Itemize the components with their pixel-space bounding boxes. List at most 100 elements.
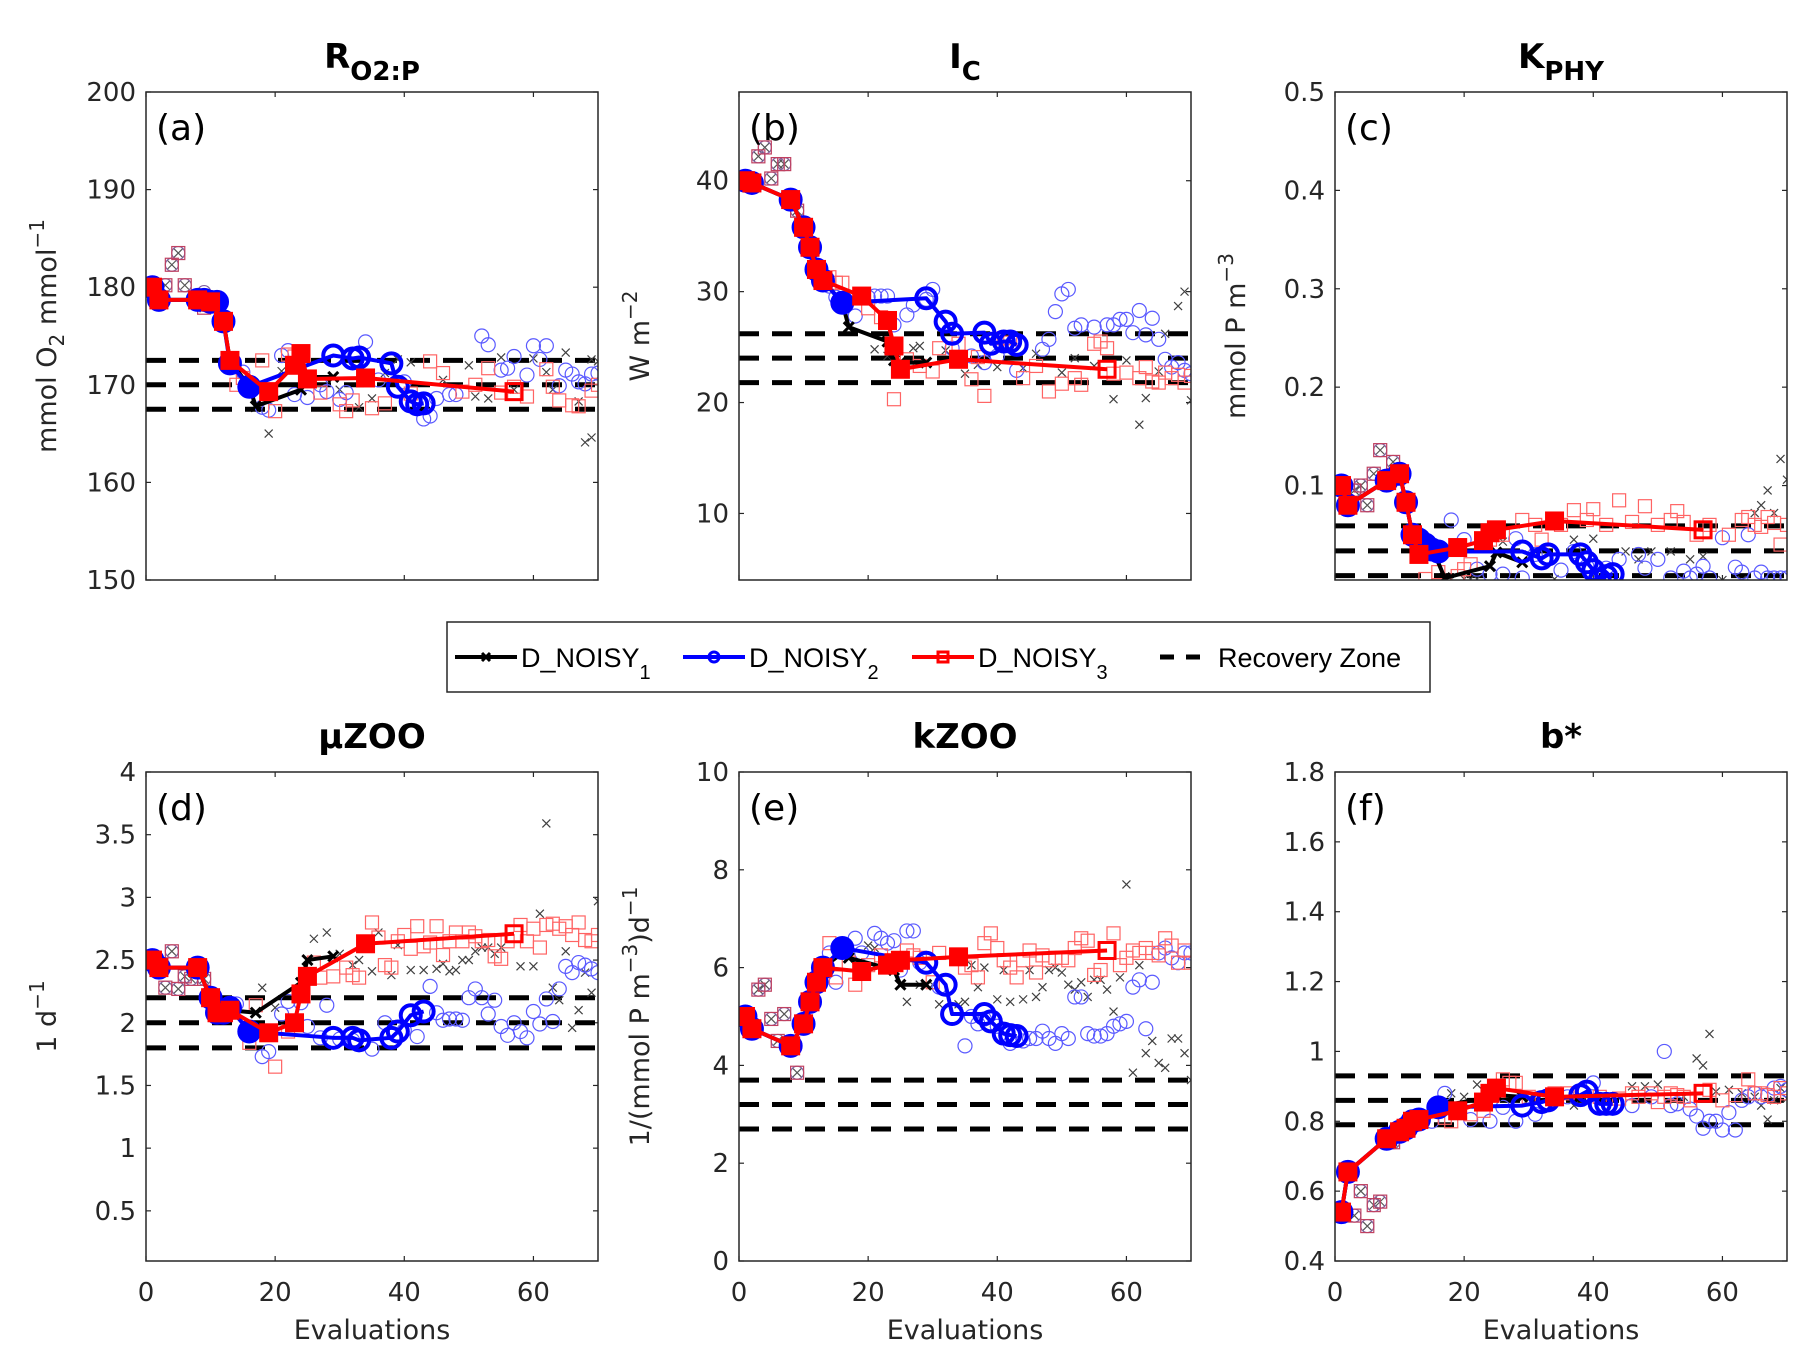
scatter-point-d-noisy_2 (1125, 325, 1141, 341)
panel-tag: (f) (1345, 788, 1386, 829)
scatter-point-d-noisy_3 (1099, 341, 1115, 356)
legend-entry: D_NOISY1 (455, 643, 651, 684)
series-marker-d-noisy-3 (356, 368, 376, 388)
superscript: −1 (618, 887, 642, 916)
scatter-point-d-noisy_3 (990, 940, 1005, 956)
series-marker-d-noisy-3 (800, 237, 820, 257)
scatter-point-d-noisy_2 (1701, 1113, 1718, 1129)
y-tick-label: 0.5 (1284, 78, 1325, 108)
y-tick-label: 4 (712, 1051, 729, 1081)
scatter-point-d-noisy_2 (1637, 560, 1653, 576)
scatter-point-d-noisy_3 (384, 960, 399, 975)
series-marker-d-noisy-3 (852, 286, 872, 306)
series-marker-d-noisy-2 (1004, 1024, 1029, 1049)
scatter-point-d-noisy_3 (435, 365, 451, 381)
scatter-point-d-noisy_1 (1782, 475, 1787, 485)
scatter-point-d-noisy_2 (1183, 945, 1191, 961)
scatter-point-d-noisy_3 (1702, 517, 1717, 533)
scatter-point-d-noisy_3 (964, 372, 979, 387)
series-marker-d-noisy-2 (347, 1028, 372, 1053)
scatter-point-d-noisy_1 (587, 988, 596, 998)
y-tick-label: 190 (86, 176, 136, 206)
x-axis-label: Evaluations (294, 1315, 451, 1346)
scatter-point-d-noisy_3 (1016, 371, 1031, 386)
scatter-point-d-noisy_1 (915, 341, 925, 351)
scatter-point-d-noisy_2 (1131, 302, 1147, 319)
scatter-point-d-noisy_2 (480, 1006, 496, 1022)
scatter-point-d-noisy_1 (1160, 1063, 1170, 1073)
y-tick-label: 1 (119, 1134, 136, 1164)
scatter-point-d-noisy_2 (905, 923, 921, 939)
scatter-point-d-noisy_3 (1183, 955, 1191, 970)
scatter-point-d-noisy_3 (1779, 517, 1787, 533)
scatter-point-d-noisy_1 (1692, 1053, 1702, 1063)
scatter-point-d-noisy_2 (1080, 1026, 1096, 1042)
panel-title: b* (1540, 717, 1582, 757)
series-marker-d-noisy-2 (411, 391, 436, 416)
scatter-point-d-noisy_2 (828, 974, 844, 990)
scatter-point-d-noisy_1 (587, 433, 596, 442)
x-axis-label: Evaluations (1483, 1315, 1640, 1346)
superscript: −1 (25, 980, 49, 1009)
scatter-point-d-noisy_1 (779, 1009, 790, 1019)
scatter-point-d-noisy_2 (1105, 1018, 1122, 1034)
y-tick-label: 0.3 (1284, 275, 1325, 305)
axes-box (145, 91, 599, 581)
legend-marker-icon (480, 651, 492, 663)
scatter-point-d-noisy_1 (863, 941, 873, 951)
scatter-point-d-noisy_1 (270, 1003, 280, 1013)
scatter-point-d-noisy_1 (973, 982, 983, 992)
scatter-point-d-noisy_1 (1128, 1068, 1138, 1078)
scatter-point-d-noisy_1 (257, 983, 267, 993)
y-tick-label: 180 (86, 273, 136, 303)
scatter-point-d-noisy_2 (1112, 1016, 1128, 1032)
panel-tag: (c) (1345, 108, 1393, 149)
scatter-point-d-noisy_1 (1154, 1058, 1164, 1068)
scatter-point-d-noisy_1 (1718, 575, 1727, 580)
scatter-point-d-noisy_1 (541, 367, 551, 377)
scatter-point-d-noisy_3 (429, 919, 444, 934)
series-marker-d-noisy-1 (920, 978, 933, 991)
scatter-point-d-noisy_1 (587, 354, 596, 364)
series-marker-d-noisy-3 (188, 958, 208, 978)
scatter-point-d-noisy_3 (519, 389, 535, 404)
x-tick-label: 60 (1110, 1278, 1143, 1308)
scatter-point-d-noisy_2 (899, 307, 915, 323)
series-marker-d-noisy-2 (830, 936, 855, 961)
scatter-point-d-noisy_2 (409, 1028, 425, 1045)
plot-area (1335, 1029, 1787, 1234)
scatter-point-d-noisy_2 (1695, 558, 1711, 574)
subscript: 2 (45, 334, 69, 347)
axes-box (738, 91, 1192, 581)
title-subscript: C (962, 57, 981, 87)
panel-title: μZOO (318, 717, 425, 757)
scatter-point-d-noisy_1 (1375, 445, 1386, 456)
label-part: 1/(mmol P m (625, 973, 656, 1146)
y-tick-label: 0 (712, 1247, 729, 1277)
scatter-point-d-noisy_3 (1119, 365, 1134, 380)
series-marker-d-noisy-3 (149, 958, 169, 978)
title-main: kZOO (912, 717, 1017, 757)
y-tick-label: 10 (696, 499, 729, 529)
scatter-point-d-noisy_1 (529, 961, 538, 971)
scatter-point-d-noisy_3 (364, 915, 380, 930)
scatter-point-d-noisy_3 (571, 399, 586, 414)
scatter-point-d-noisy_2 (1760, 570, 1776, 580)
series-marker-d-noisy-3 (781, 190, 801, 210)
scatter-point-d-noisy_2 (1118, 1013, 1135, 1029)
scatter-point-d-noisy_2 (1086, 319, 1102, 335)
scatter-point-d-noisy_3 (1586, 502, 1601, 517)
scatter-point-d-noisy_1 (1666, 547, 1676, 556)
y-tick-label: 160 (86, 468, 136, 498)
title-subscript: PHY (1544, 57, 1605, 87)
series-marker-d-noisy-3 (1402, 525, 1422, 545)
plot-area (739, 880, 1191, 1132)
scatter-point-d-noisy_1 (166, 946, 177, 957)
scatter-point-d-noisy_2 (1766, 570, 1782, 580)
scatter-point-d-noisy_3 (1080, 933, 1095, 948)
scatter-point-d-noisy_3 (1702, 1082, 1717, 1097)
scatter-point-d-noisy_1 (1763, 1115, 1773, 1124)
scatter-point-d-noisy_3 (351, 970, 367, 985)
scatter-point-d-noisy_2 (1650, 551, 1666, 567)
panel-tag: (a) (156, 108, 206, 149)
